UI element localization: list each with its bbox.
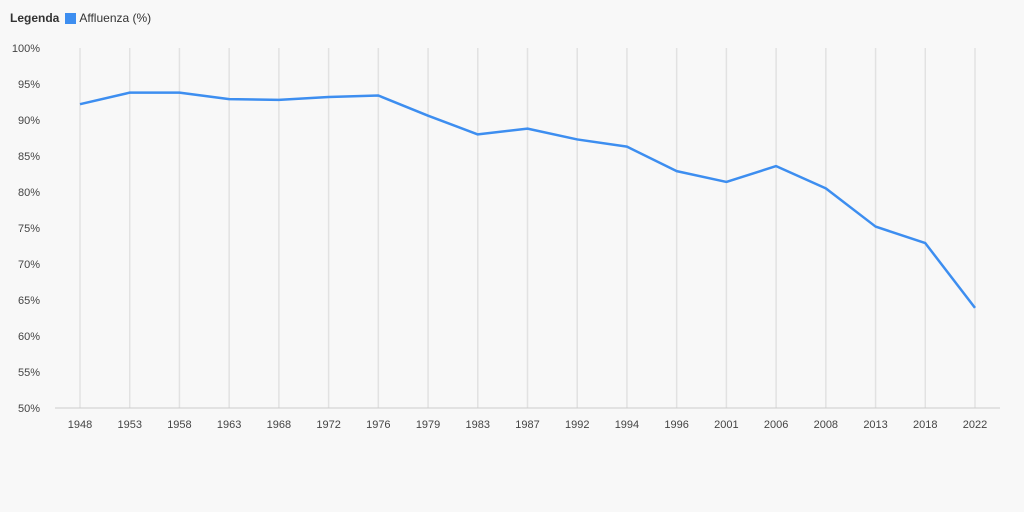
legend-title: Legenda xyxy=(10,11,60,25)
x-tick-label: 1994 xyxy=(615,419,639,431)
y-tick-label: 75% xyxy=(18,223,40,235)
x-tick-label: 1992 xyxy=(565,419,589,431)
x-tick-label: 1963 xyxy=(217,419,241,431)
x-tick-label: 2013 xyxy=(863,419,887,431)
x-tick-label: 1983 xyxy=(466,419,490,431)
legend-swatch xyxy=(65,12,77,24)
x-tick-label: 1958 xyxy=(167,419,191,431)
legend-series-label[interactable]: Affluenza (%) xyxy=(79,11,152,25)
y-tick-label: 60% xyxy=(18,331,40,343)
x-tick-label: 2001 xyxy=(714,419,738,431)
y-tick-label: 80% xyxy=(18,187,40,199)
x-tick-label: 2008 xyxy=(814,419,838,431)
x-tick-label: 1953 xyxy=(117,419,141,431)
x-tick-label: 2022 xyxy=(963,419,987,431)
x-tick-label: 1979 xyxy=(416,419,440,431)
y-tick-label: 85% xyxy=(18,151,40,163)
y-tick-label: 65% xyxy=(18,295,40,307)
x-tick-label: 1972 xyxy=(316,419,340,431)
series-line-affluenza xyxy=(79,91,976,309)
x-tick-label: 1987 xyxy=(515,419,539,431)
y-tick-label: 100% xyxy=(12,43,40,55)
x-tick-label: 2018 xyxy=(913,419,937,431)
y-tick-label: 95% xyxy=(18,79,40,91)
y-tick-label: 90% xyxy=(18,115,40,127)
y-tick-label: 55% xyxy=(18,367,40,379)
x-tick-label: 1976 xyxy=(366,419,390,431)
x-tick-label: 1968 xyxy=(267,419,291,431)
y-tick-label: 70% xyxy=(18,259,40,271)
legend: Legenda Affluenza (%) xyxy=(10,11,151,25)
x-tick-label: 2006 xyxy=(764,419,788,431)
x-tick-label: 1996 xyxy=(664,419,688,431)
y-tick-label: 50% xyxy=(18,403,40,415)
x-tick-label: 1948 xyxy=(68,419,92,431)
